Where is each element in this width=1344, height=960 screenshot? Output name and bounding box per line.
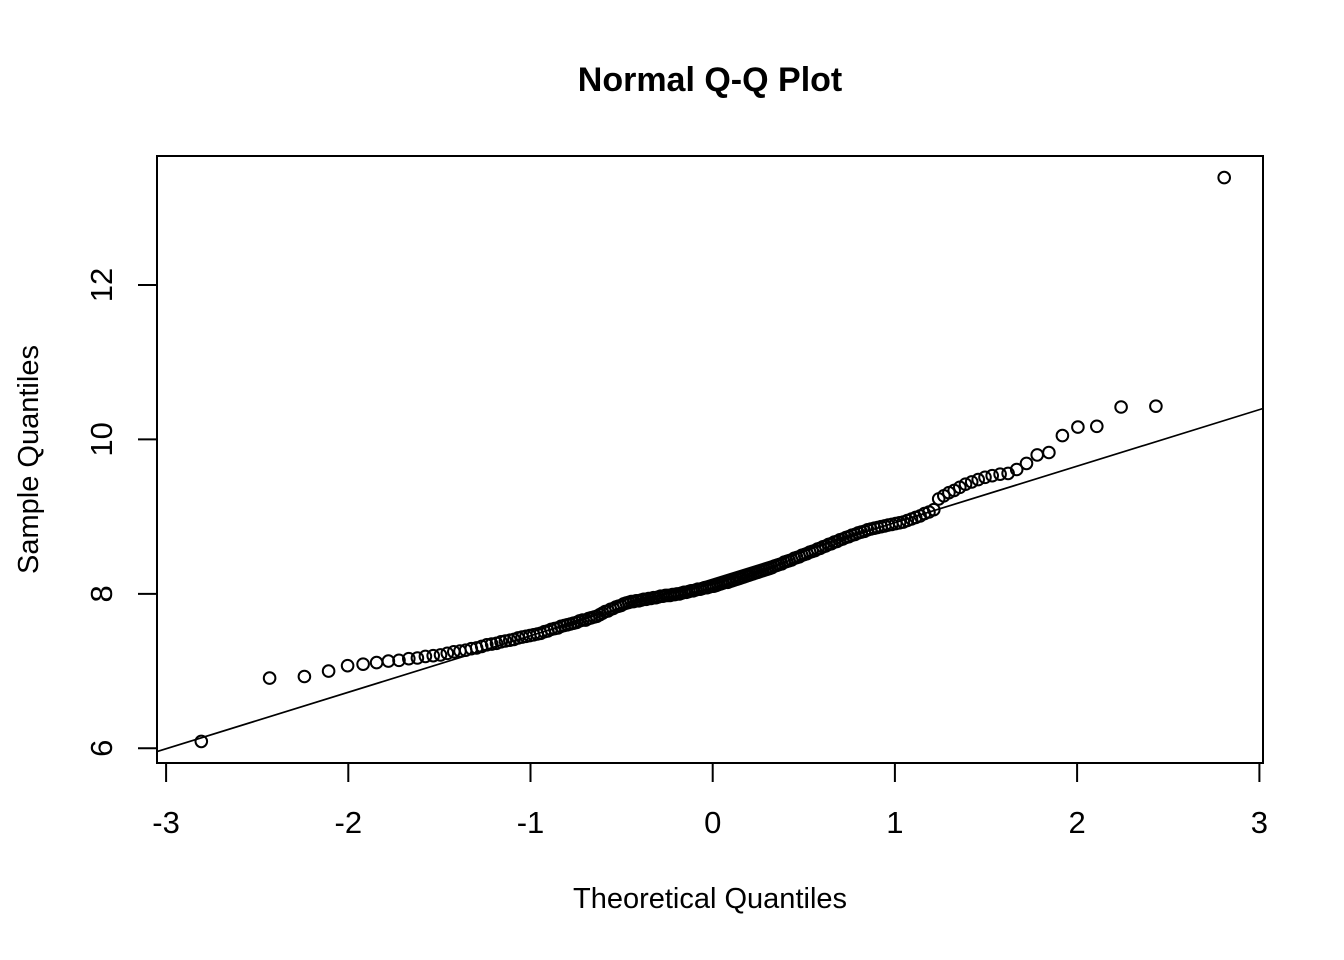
x-tick-label: 1 (886, 805, 903, 840)
x-tick-label: -2 (335, 805, 363, 840)
x-tick-label: -1 (517, 805, 545, 840)
data-point (1090, 419, 1104, 434)
data-point (418, 649, 433, 664)
x-tick-label: 3 (1251, 805, 1268, 840)
x-axis: -3 -2 -1 0 1 2 3 (152, 763, 1268, 840)
data-point (1030, 448, 1044, 462)
data-point (1055, 428, 1070, 443)
data-point (480, 638, 494, 652)
data-point (1001, 466, 1015, 481)
data-point (1042, 445, 1056, 460)
qq-reference-line (156, 407, 1264, 753)
data-point (402, 651, 416, 666)
data-point (410, 651, 425, 665)
data-point (964, 475, 979, 489)
x-tick-label: -3 (152, 805, 180, 840)
x-tick-label: 2 (1068, 805, 1085, 840)
y-tick-label: 8 (84, 585, 119, 602)
data-point (1071, 420, 1085, 434)
data-point (1217, 170, 1231, 185)
data-point (971, 472, 986, 487)
data-point (321, 664, 336, 678)
y-axis-title: Sample Quantiles (13, 345, 45, 574)
plot-box (156, 155, 1264, 764)
data-point (426, 648, 441, 663)
data-point (993, 467, 1007, 482)
data-point (1149, 399, 1163, 414)
data-point (484, 637, 499, 651)
y-tick-label: 10 (84, 422, 119, 456)
data-point (433, 648, 448, 662)
y-axis: 6 8 10 12 (84, 268, 157, 757)
data-point (340, 658, 355, 673)
data-point (1019, 456, 1034, 471)
data-point (440, 646, 455, 661)
x-tick-label: 0 (704, 805, 721, 840)
data-point (1114, 400, 1128, 414)
y-tick-label: 6 (84, 740, 119, 757)
data-point (194, 734, 209, 749)
data-point (392, 653, 406, 668)
data-point (262, 671, 277, 685)
x-axis-title: Theoretical Quantiles (573, 883, 847, 915)
scatter-points (194, 170, 1231, 749)
chart-title: Normal Q-Q Plot (578, 61, 842, 99)
y-tick-label: 12 (84, 268, 119, 302)
data-point (978, 470, 992, 485)
data-point (1009, 462, 1024, 477)
data-point (297, 669, 312, 684)
data-point (985, 468, 1000, 483)
data-point (356, 657, 370, 672)
data-point (958, 477, 973, 492)
data-point (369, 655, 384, 670)
